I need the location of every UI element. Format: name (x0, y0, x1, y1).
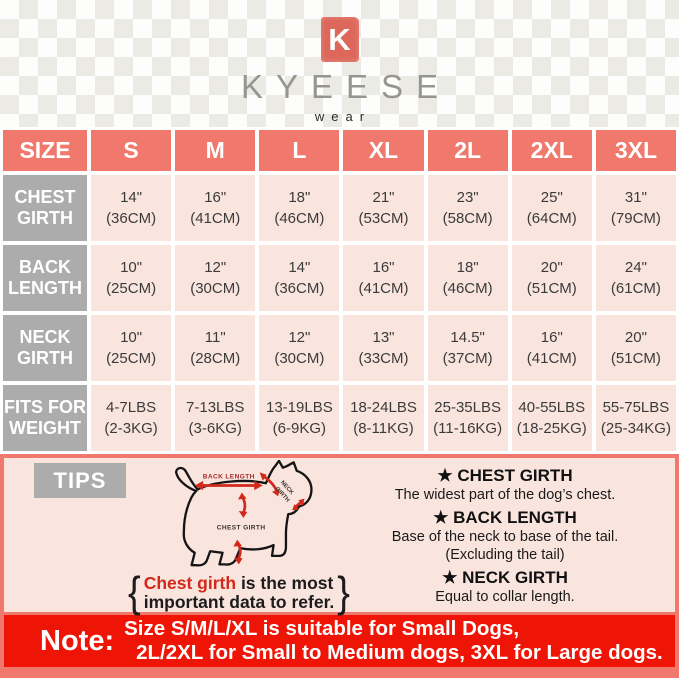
table-cell: 18-24LBS (8-11KG) (343, 385, 424, 451)
table-cell: 31" (79CM) (595, 175, 676, 241)
table-cell: 16" (41CM) (175, 175, 256, 241)
tips-badge: TIPS (34, 463, 126, 498)
table-row-label: FITS FOR WEIGHT (3, 385, 87, 451)
table-cell: 24" (61CM) (595, 245, 676, 311)
table-cell: 10" (25CM) (91, 315, 172, 381)
arrowhead (298, 498, 305, 506)
arrowhead (272, 488, 280, 497)
table-row-label: CHEST GIRTH (3, 175, 87, 241)
size-col-header: 2XL (511, 130, 592, 171)
table-cell: 20" (51CM) (511, 245, 592, 311)
table-cell: 23" (58CM) (427, 175, 508, 241)
table-cell: 55-75LBS (25-34KG) (595, 385, 676, 451)
brand-header: K KYEESE wear (0, 0, 679, 127)
table-cell: 25" (64CM) (511, 175, 592, 241)
note-body: Size S/M/L/XL is suitable for Small Dogs… (124, 617, 663, 665)
open-brace: { (128, 569, 141, 617)
note-line-1: Size S/M/L/XL is suitable for Small Dogs… (124, 616, 520, 640)
arrowhead (233, 539, 242, 547)
back-length-label: BACK LENGTH (203, 474, 255, 481)
size-col-header: 3XL (595, 130, 676, 171)
table-cell: 40-55LBS (18-25KG) (511, 385, 592, 451)
tip-item-title: ★ CHEST GIRTH (437, 466, 573, 485)
callout-line2: important data to refer. (143, 592, 335, 613)
table-cell: 21" (53CM) (343, 175, 424, 241)
brand-name: KYEESE (240, 68, 452, 105)
table-cell: 13" (33CM) (343, 315, 424, 381)
table-cell: 18" (46CM) (259, 175, 340, 241)
tip-item-description: Equal to collar length. (435, 588, 575, 605)
table-cell: 10" (25CM) (91, 245, 172, 311)
arrowhead (234, 557, 243, 565)
callout-rest: is the most (236, 572, 334, 593)
table-cell: 12" (30CM) (175, 245, 256, 311)
arrowhead (238, 492, 247, 500)
table-cell: 13-19LBS (6-9KG) (259, 385, 340, 451)
table-cell: 14" (36CM) (91, 175, 172, 241)
size-col-header: S (91, 130, 172, 171)
size-col-corner-header: SIZE (3, 130, 87, 171)
brand-logo-letter: K (328, 21, 351, 57)
size-col-header: XL (343, 130, 424, 171)
tips-panel: TIPS BACK LENGTH CHEST GIRTH (4, 458, 675, 617)
arrowhead (194, 480, 204, 491)
dog-measurement-diagram: BACK LENGTH CHEST GIRTH NECK GIRTH (174, 460, 313, 567)
tip-item-description: Base of the neck to base of the tail. (391, 528, 619, 545)
measurement-definitions: ★ CHEST GIRTH The widest part of the dog’… (339, 463, 671, 606)
table-cell: 25-35LBS (11-16KG) (427, 385, 508, 451)
size-col-header: 2L (427, 130, 508, 171)
note-banner: Note: Size S/M/L/XL is suitable for Smal… (4, 615, 675, 667)
dog-outline (174, 460, 313, 567)
table-cell: 16" (41CM) (343, 245, 424, 311)
brand-logo-k-badge: K (320, 17, 359, 62)
tip-item-title: ★ NECK GIRTH (442, 567, 568, 587)
chest-girth-label: CHEST GIRTH (217, 525, 266, 532)
table-cell: 14" (36CM) (259, 245, 340, 311)
arrowhead (238, 511, 248, 518)
table-cell: 14.5" (37CM) (427, 315, 508, 381)
table-row-label: BACK LENGTH (3, 245, 87, 311)
size-col-header: M (175, 130, 256, 171)
note-line-2: 2L/2XL for Small to Medium dogs, 3XL for… (136, 641, 663, 664)
chest-girth-callout-text: Chest girth is the most important data t… (143, 572, 335, 613)
size-col-header: L (259, 130, 340, 171)
arrowhead (254, 480, 263, 491)
table-cell: 18" (46CM) (427, 245, 508, 311)
table-cell: 16" (41CM) (511, 315, 592, 381)
chest-girth-callout: { Chest girth is the most important data… (104, 569, 374, 617)
table-cell: 11" (28CM) (175, 315, 256, 381)
note-label: Note: (40, 624, 115, 657)
size-table: SIZE S M L XL 2L 2XL 3XL CHEST GIRTH 14" (36CM) 16"(… (0, 127, 679, 454)
table-cell: 4-7LBS (2-3KG) (91, 385, 172, 451)
tip-item-description: The widest part of the dog’s chest. (394, 487, 616, 503)
tip-item-title: ★ BACK LENGTH (433, 507, 577, 527)
close-brace: } (337, 569, 350, 617)
table-cell: 20" (51CM) (595, 315, 676, 381)
brand-subtitle: wear (314, 109, 372, 124)
arrowhead (259, 472, 267, 481)
tip-item-description: (Excluding the tail) (445, 547, 565, 564)
table-cell: 7-13LBS (3-6KG) (175, 385, 256, 451)
callout-highlight: Chest girth (143, 572, 237, 593)
table-row-label: NECK GIRTH (3, 315, 87, 381)
tips-and-note-section: TIPS BACK LENGTH CHEST GIRTH (0, 454, 679, 678)
table-cell: 12" (30CM) (259, 315, 340, 381)
